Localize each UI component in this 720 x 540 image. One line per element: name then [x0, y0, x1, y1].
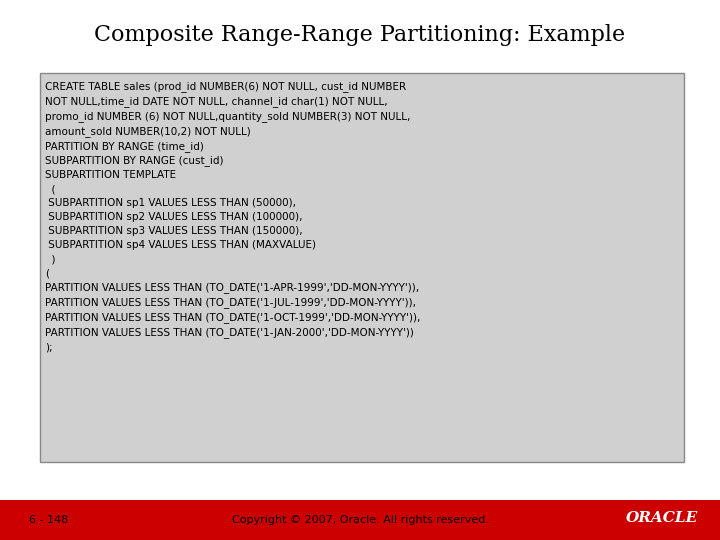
Text: Copyright © 2007, Oracle. All rights reserved.: Copyright © 2007, Oracle. All rights res… — [232, 515, 488, 525]
Text: 6 - 148: 6 - 148 — [29, 515, 68, 525]
Text: Composite Range-Range Partitioning: Example: Composite Range-Range Partitioning: Exam… — [94, 24, 626, 46]
Bar — [0, 500, 720, 540]
FancyBboxPatch shape — [40, 73, 684, 462]
Text: CREATE TABLE sales (prod_id NUMBER(6) NOT NULL, cust_id NUMBER
NOT NULL,time_id : CREATE TABLE sales (prod_id NUMBER(6) NO… — [45, 81, 420, 352]
Text: ORACLE: ORACLE — [626, 511, 698, 525]
